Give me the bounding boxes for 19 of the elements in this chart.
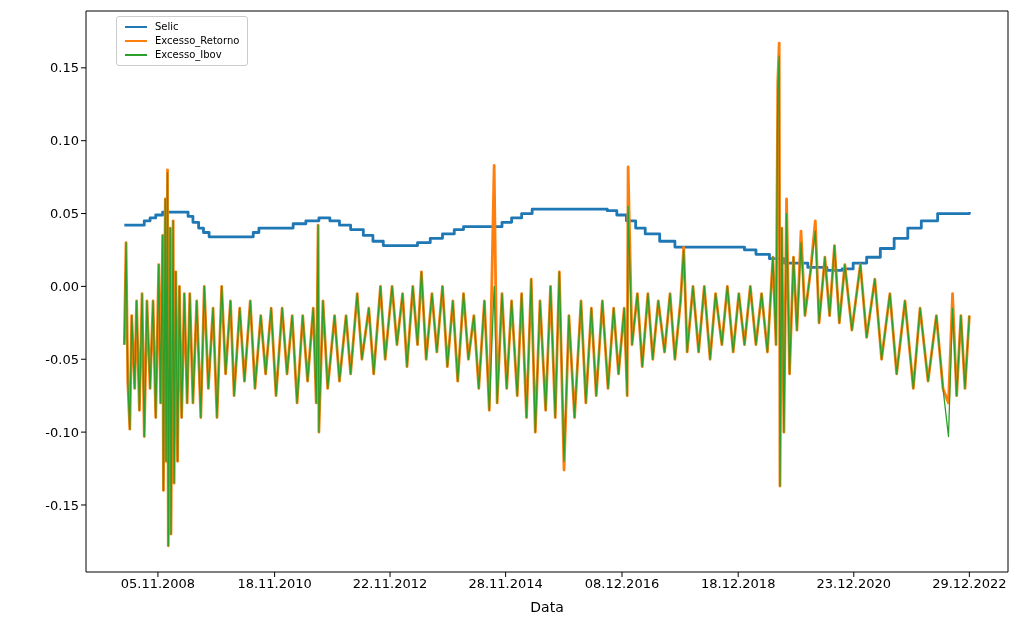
- y-tick-label: -0.10: [45, 424, 79, 440]
- x-axis-title: Data: [530, 599, 564, 615]
- x-tick-label: 28.11.2014: [468, 576, 543, 592]
- x-tick-label: 05.11.2008: [120, 576, 196, 592]
- y-tick-label: -0.05: [45, 351, 79, 367]
- x-tick-label: 23.12.2020: [816, 576, 891, 592]
- x-tick-label: 18.11.2010: [237, 576, 312, 592]
- x-tick-label: 29.12.2022: [932, 576, 1007, 592]
- y-tick-label: 0.10: [50, 133, 79, 149]
- legend-label: Excesso_Ibov: [155, 48, 222, 62]
- x-tick-label: 22.11.2012: [352, 576, 428, 592]
- y-tick-label: 0.00: [50, 279, 79, 295]
- legend-label: Excesso_Retorno: [155, 34, 240, 48]
- y-tick-label: 0.05: [50, 206, 79, 222]
- y-tick-label: 0.15: [50, 60, 79, 76]
- x-tick-label: 08.12.2016: [584, 576, 660, 592]
- legend-label: Selic: [155, 20, 179, 34]
- y-tick-label: -0.15: [45, 497, 79, 513]
- x-tick-label: 18.12.2018: [700, 576, 776, 592]
